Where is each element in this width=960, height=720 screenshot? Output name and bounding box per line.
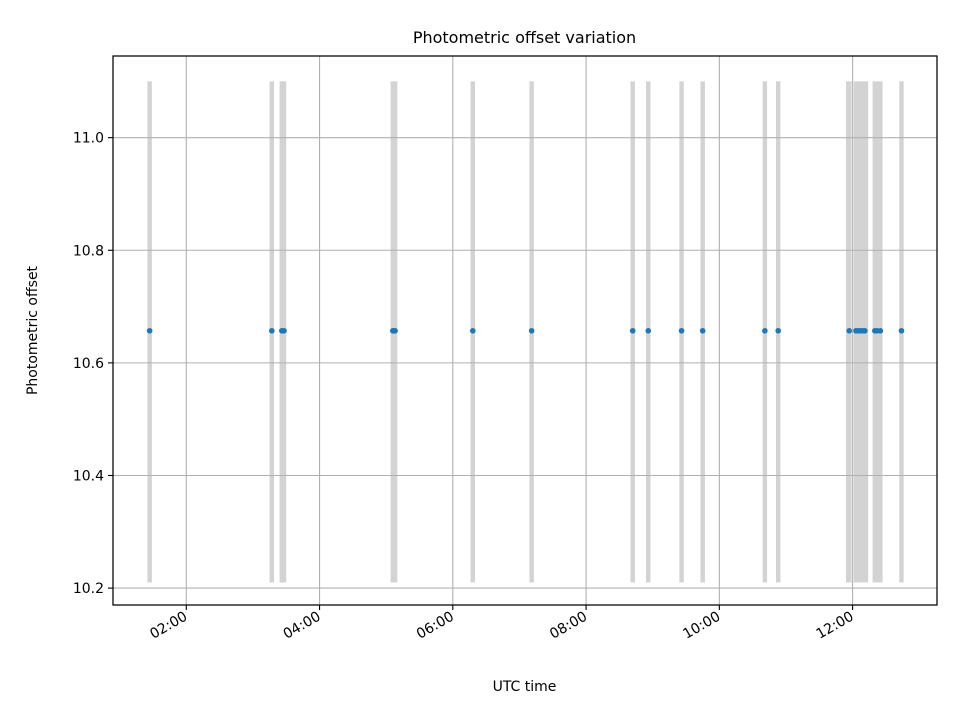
grid-lines — [113, 56, 937, 605]
y-tick-label: 10.8 — [73, 243, 104, 259]
y-tick-label: 11.0 — [73, 131, 104, 147]
data-point — [269, 327, 275, 334]
x-tick-label: 08:00 — [547, 609, 590, 643]
data-point — [392, 327, 398, 334]
x-tick-label: 06:00 — [414, 609, 457, 643]
data-point — [678, 327, 685, 334]
plot-frame — [112, 55, 938, 606]
data-point — [146, 327, 153, 334]
data-point — [629, 327, 636, 334]
x-tick-label: 10:00 — [680, 609, 723, 643]
data-point — [775, 327, 781, 334]
data-points — [146, 327, 905, 334]
data-point — [898, 327, 905, 334]
x-tick-label: 04:00 — [281, 609, 324, 643]
y-axis-label: Photometric offset — [25, 265, 41, 395]
y-axis-ticks: 10.2 10.4 10.6 10.8 11.0 — [73, 131, 113, 597]
data-point — [281, 327, 287, 334]
y-tick-label: 10.2 — [73, 581, 104, 597]
y-tick-label: 10.6 — [73, 356, 104, 372]
chart-title: Photometric offset variation — [413, 28, 636, 47]
data-point — [645, 327, 652, 334]
data-point — [470, 327, 476, 334]
data-point — [699, 327, 706, 334]
x-tick-label: 02:00 — [147, 609, 190, 643]
x-axis-label: UTC time — [493, 679, 557, 695]
y-tick-label: 10.4 — [73, 468, 104, 484]
data-point — [862, 327, 868, 334]
data-point — [762, 327, 768, 334]
data-point — [877, 327, 884, 334]
x-tick-label: 12:00 — [814, 609, 857, 643]
data-point — [528, 327, 535, 334]
shaded-spans — [147, 81, 904, 583]
data-point — [846, 327, 853, 334]
x-axis-ticks: 02:00 04:00 06:00 08:00 10:00 12:00 — [147, 605, 857, 643]
